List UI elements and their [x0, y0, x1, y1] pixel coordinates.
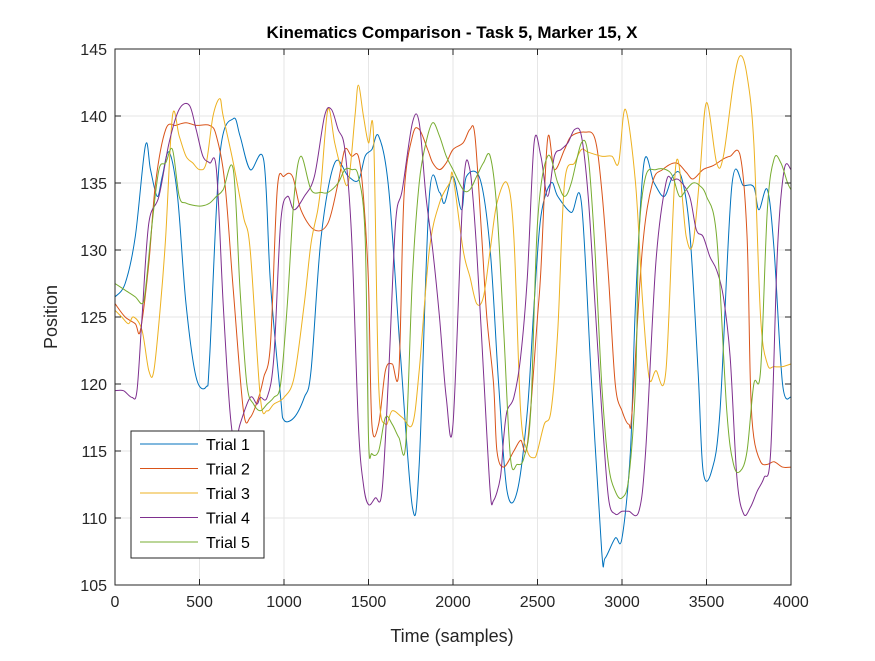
ticks: 0 500 1000 1500 2000 2500 3000 3500 4000 105 110 11…: [80, 42, 809, 611]
legend-label-2: Trial 2: [206, 462, 250, 479]
y-tick-label: 110: [81, 511, 107, 528]
y-axis-label: Position: [41, 285, 61, 349]
y-tick-label: 130: [80, 243, 107, 260]
legend-label-1: Trial 1: [206, 437, 250, 454]
y-tick-label: 135: [80, 176, 107, 193]
y-tick-label: 125: [80, 310, 107, 327]
x-axis-label: Time (samples): [390, 626, 513, 646]
y-tick-label: 120: [80, 377, 107, 394]
x-tick-label: 1000: [266, 594, 302, 611]
legend-label-3: Trial 3: [206, 486, 250, 503]
x-tick-label: 0: [111, 594, 120, 611]
series-line-5: [114, 122, 792, 500]
legend-box: [130, 430, 265, 559]
x-tick-label: 3500: [689, 594, 725, 611]
y-tick-label: 145: [80, 42, 107, 59]
x-tick-label: 2000: [435, 594, 471, 611]
legend-label-5: Trial 5: [206, 535, 250, 552]
legend-label-4: Trial 4: [206, 511, 250, 528]
series-line-3: [114, 55, 792, 459]
x-tick-label: 1500: [351, 594, 387, 611]
y-tick-label: 105: [80, 578, 107, 595]
chart-title: Kinematics Comparison - Task 5, Marker 1…: [267, 23, 639, 42]
legend: Trial 1 Trial 2 Trial 3 Trial 4 Trial 5: [130, 430, 265, 559]
y-tick-label: 115: [81, 444, 107, 461]
x-tick-label: 3000: [604, 594, 640, 611]
series-line-1: [114, 117, 792, 568]
x-tick-label: 2500: [520, 594, 556, 611]
x-tick-label: 500: [186, 594, 213, 611]
y-tick-label: 140: [80, 109, 107, 126]
x-tick-label: 4000: [773, 594, 809, 611]
